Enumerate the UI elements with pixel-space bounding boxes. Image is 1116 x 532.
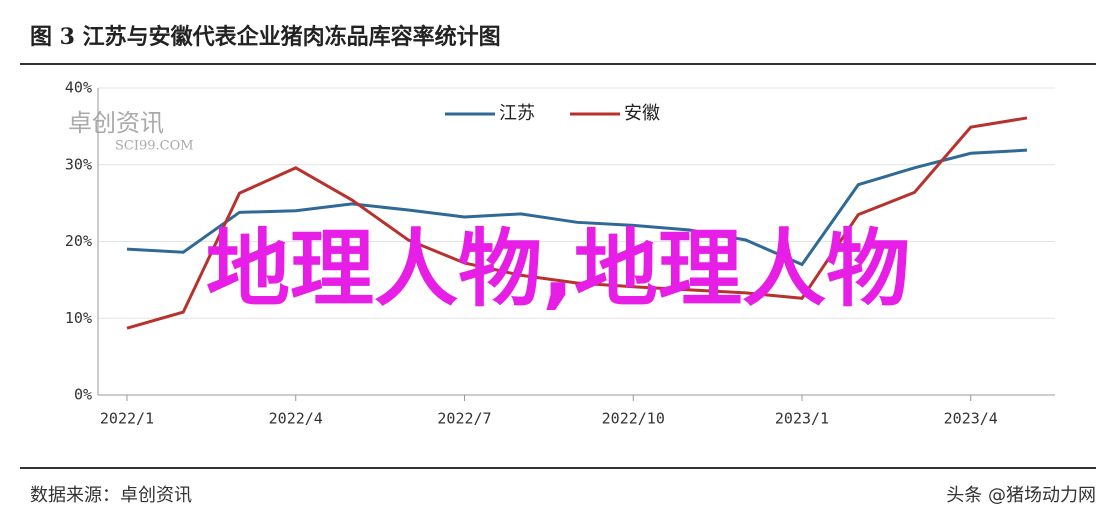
x-tick-label: 2023/1 (775, 410, 829, 428)
chart-title: 图 3 江苏与安徽代表企业猪肉冻品库容率统计图 (30, 24, 501, 50)
y-tick-label: 30% (65, 155, 92, 173)
x-tick-label: 2023/4 (944, 410, 998, 428)
plot-area: 0% 10% 20% 30% 40% 2022/1 2022/4 2022/7 2022/10 2… (65, 79, 1055, 428)
legend-label: 安徽 (624, 103, 660, 124)
overlay-text: 地理人物,地理人物 (206, 220, 910, 318)
x-tick-label: 2022/10 (602, 410, 665, 428)
x-tick-label: 2022/4 (269, 410, 323, 428)
source-note: 数据来源：卓创资讯 (30, 485, 192, 506)
y-tick-label: 40% (65, 79, 92, 97)
x-tick-label: 2022/1 (100, 410, 154, 428)
y-tick-label: 20% (65, 232, 92, 250)
watermark-url: SCI99.COM (115, 139, 194, 154)
legend-label: 江苏 (499, 103, 535, 124)
y-tick-label: 0% (74, 386, 92, 404)
x-tick-label: 2022/7 (437, 410, 491, 428)
series-line (126, 116, 1028, 330)
credit-note: 头条 @猪场动力网 (946, 485, 1096, 506)
series-line (126, 148, 1028, 267)
y-tick-label: 10% (65, 309, 92, 327)
watermark-text: 卓创资讯 (68, 109, 164, 137)
